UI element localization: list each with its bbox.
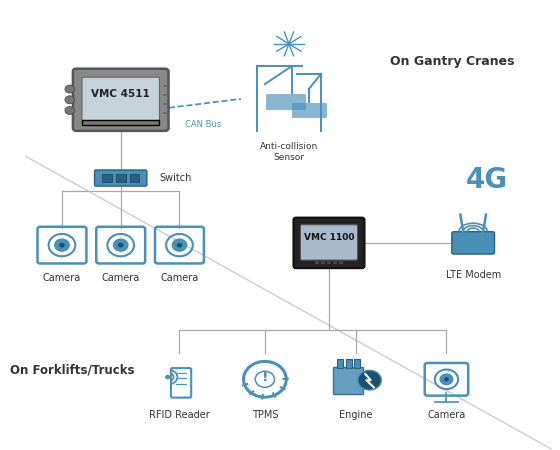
Bar bbox=[116, 175, 125, 182]
FancyBboxPatch shape bbox=[82, 120, 160, 125]
Text: !: ! bbox=[262, 370, 268, 384]
Text: Anti-collision
Sensor: Anti-collision Sensor bbox=[260, 142, 318, 162]
Text: TPMS: TPMS bbox=[251, 410, 278, 420]
Text: CAN Bus: CAN Bus bbox=[185, 120, 222, 129]
Circle shape bbox=[118, 243, 124, 248]
Text: RFID Reader: RFID Reader bbox=[149, 410, 210, 420]
FancyBboxPatch shape bbox=[300, 225, 357, 260]
Bar bbox=[339, 260, 343, 264]
Bar bbox=[327, 260, 331, 264]
Text: Camera: Camera bbox=[101, 273, 140, 283]
FancyBboxPatch shape bbox=[73, 69, 169, 131]
Bar bbox=[102, 175, 111, 182]
Circle shape bbox=[358, 370, 381, 390]
Bar bbox=[130, 175, 139, 182]
Circle shape bbox=[444, 377, 449, 381]
Text: On Gantry Cranes: On Gantry Cranes bbox=[390, 55, 514, 68]
Circle shape bbox=[176, 243, 182, 248]
Text: On Forklifts/Trucks: On Forklifts/Trucks bbox=[11, 364, 135, 377]
FancyBboxPatch shape bbox=[292, 104, 326, 117]
Text: Engine: Engine bbox=[339, 410, 372, 420]
Text: Camera: Camera bbox=[427, 410, 465, 420]
Bar bbox=[315, 260, 319, 264]
Circle shape bbox=[65, 107, 74, 115]
Circle shape bbox=[440, 374, 452, 385]
Text: VMC 4511: VMC 4511 bbox=[91, 90, 150, 99]
Text: VMC 1100: VMC 1100 bbox=[304, 233, 354, 242]
Text: Camera: Camera bbox=[43, 273, 81, 283]
Bar bbox=[337, 359, 343, 368]
FancyBboxPatch shape bbox=[333, 367, 363, 394]
FancyBboxPatch shape bbox=[267, 94, 305, 109]
Circle shape bbox=[172, 239, 186, 251]
FancyBboxPatch shape bbox=[82, 77, 160, 121]
Bar bbox=[354, 359, 361, 368]
Circle shape bbox=[65, 85, 74, 93]
Circle shape bbox=[65, 96, 74, 104]
FancyBboxPatch shape bbox=[452, 232, 494, 254]
Text: Camera: Camera bbox=[160, 273, 199, 283]
FancyBboxPatch shape bbox=[95, 170, 147, 186]
Text: 4G: 4G bbox=[465, 166, 507, 194]
FancyBboxPatch shape bbox=[293, 218, 365, 268]
Bar bbox=[346, 359, 352, 368]
Circle shape bbox=[165, 375, 170, 379]
Circle shape bbox=[59, 243, 65, 248]
Text: LTE Modem: LTE Modem bbox=[446, 270, 501, 280]
Circle shape bbox=[55, 239, 69, 251]
Bar bbox=[321, 260, 325, 264]
Bar bbox=[333, 260, 337, 264]
Circle shape bbox=[114, 239, 128, 251]
Text: Switch: Switch bbox=[159, 173, 192, 183]
